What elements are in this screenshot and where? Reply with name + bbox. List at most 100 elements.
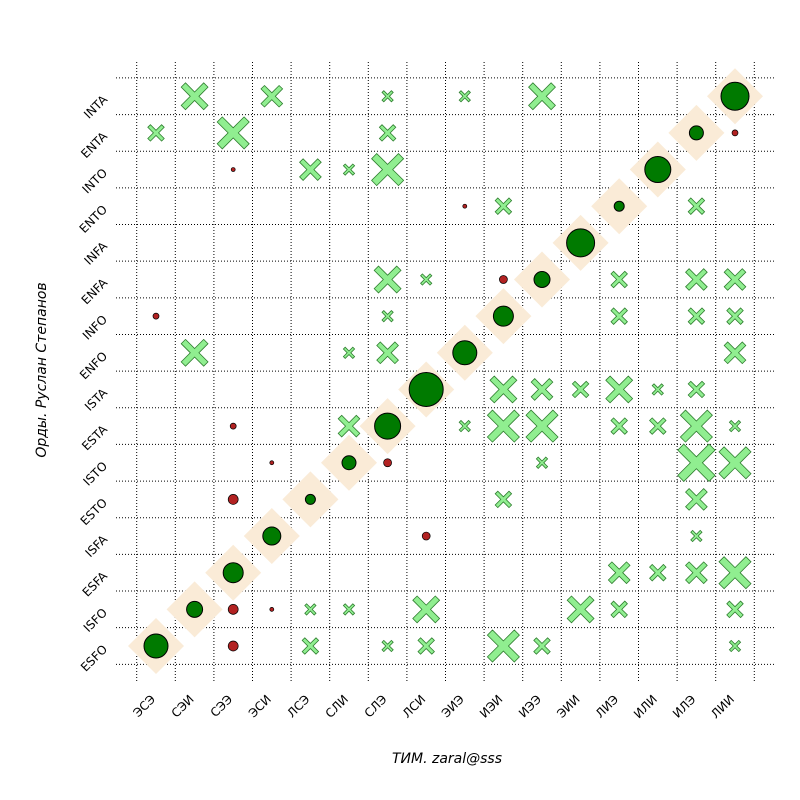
cross-marker [342,603,356,616]
cross-marker [690,529,703,543]
y-axis-label: Орды. Руслан Степанов [34,282,50,457]
cross-marker [723,341,747,365]
cross-marker [304,603,317,616]
small-circle [269,460,275,466]
cross-marker [726,307,744,325]
cross-marker [566,595,595,624]
cross-marker [371,153,405,187]
diagonal-circle [374,412,402,440]
diagonal-circle [566,228,596,258]
x-tick-label: ИЛИ [631,692,660,721]
diagonal-circle [341,455,357,471]
y-tick-label: ENFA [79,275,111,307]
x-tick-label: ИЭЭ [516,692,544,720]
small-circle [383,458,392,468]
diagonal-circle [720,81,750,111]
cross-marker [610,417,628,435]
cross-marker [147,124,165,142]
small-circle [227,603,239,615]
cross-marker [723,268,747,291]
cross-marker [610,600,628,619]
cross-marker [610,307,628,325]
small-circle [731,129,739,137]
cross-marker [381,90,394,103]
cross-marker [718,446,752,480]
x-tick-label: СЭЭ [208,692,236,720]
cross-marker [687,380,706,399]
x-tick-labels: ЭСЭ СЭИ СЭЭ ЭСИ ЛСЭ СЛИ СЛЭ ЛСИ ЭИЭ ИЭИ ИЭЭ ЭИИ ЛИЭ И… [130,692,737,721]
y-tick-label: INTO [80,166,111,197]
cross-marker [494,490,513,509]
cross-marker [417,637,435,655]
cross-marker [685,488,708,511]
diagonal-circle [408,371,444,407]
y-tick-label: INFA [81,239,110,268]
small-circle [152,312,160,320]
diagonal-circle [186,600,204,618]
y-tick-label: ENTA [78,129,110,161]
cross-marker [373,265,402,294]
cross-marker [376,341,399,365]
cross-marker [458,90,471,103]
diagonal-circle [262,526,282,546]
diagonal-circle [492,305,514,327]
cross-marker [412,595,441,624]
cross-marker [381,310,394,323]
x-tick-label: ИЛЭ [670,692,699,721]
diagonal-circle [644,156,672,184]
cross-marker [649,563,667,582]
x-axis-label: ТИМ. zaral@sss [392,751,502,767]
small-circle [499,275,508,284]
cross-marker [687,197,706,215]
cross-marker [342,346,356,359]
cross-marker [486,629,520,663]
markers [143,81,752,663]
cross-marker [301,637,320,655]
cross-marker [494,197,513,215]
y-tick-label: ISTO [80,459,110,489]
cross-marker [216,116,250,150]
cross-marker [610,270,628,289]
x-tick-label: ЭИИ [554,692,583,721]
cross-marker [342,163,356,176]
y-tick-label: ENTO [77,202,110,235]
diagonal-circle [452,340,478,366]
x-tick-label: СЭИ [169,692,197,720]
cross-marker [605,375,634,404]
cross-marker [649,417,667,435]
cross-marker [728,639,742,653]
cross-marker [535,456,549,469]
y-tick-label: ENFO [77,349,110,382]
diagonal-circle [304,493,316,505]
diagonal-circle [222,562,244,584]
cross-marker [685,268,708,291]
diagonal-circle [143,633,169,659]
cross-marker [726,600,744,619]
y-tick-label: ISFO [81,606,110,635]
cross-marker [489,375,518,404]
cross-marker [337,414,361,438]
cross-marker [458,419,471,433]
cross-marker [607,561,631,585]
y-tick-label: ESTA [79,422,111,454]
diagonal-circle [688,125,704,141]
x-tick-label: ЛИИ [708,692,737,721]
cross-marker [685,561,708,585]
x-tick-label: ЛИЭ [593,692,622,721]
y-tick-label: ISFA [82,532,110,560]
x-tick-label: СЛИ [323,692,352,721]
cross-marker [687,307,706,325]
cross-marker [718,556,752,590]
diagonal-circle [533,271,551,288]
y-tick-label: ESFO [78,642,110,674]
cross-marker [180,338,209,367]
cross-marker [651,383,664,396]
cross-marker [525,409,559,443]
cross-marker [533,637,551,655]
x-tick-label: ИЭИ [477,692,506,721]
cross-marker [530,378,554,401]
y-tick-label: ESTO [78,496,111,529]
y-tick-label: INTA [81,92,111,122]
small-circle [230,167,236,172]
